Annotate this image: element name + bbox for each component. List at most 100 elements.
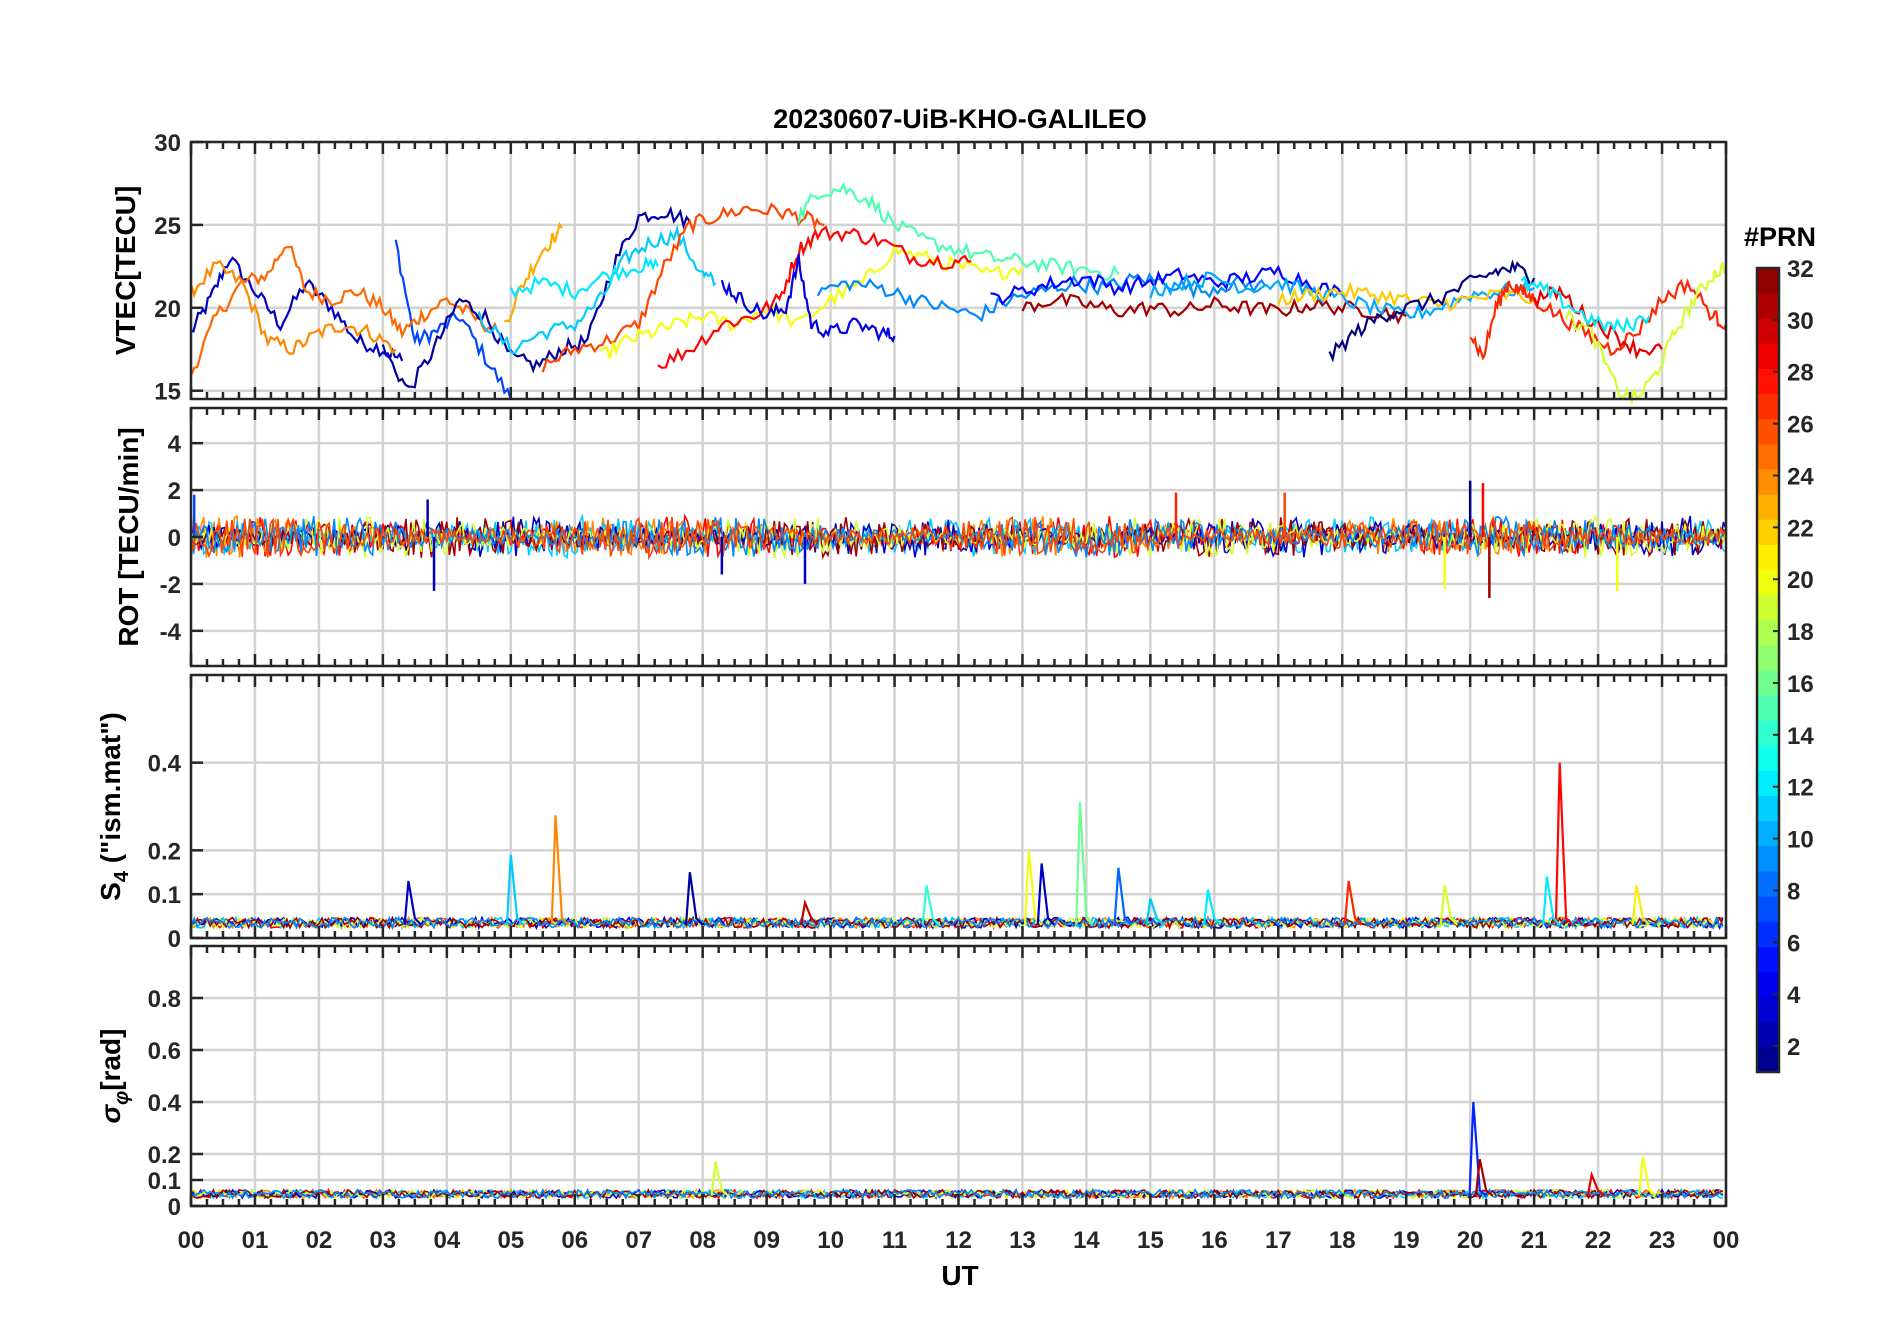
colorbar-tick-label: 12 (1787, 775, 1814, 802)
s4-spike (921, 885, 941, 926)
y-axis-label-subscript: 4 (111, 870, 133, 882)
colorbar-segment (1757, 519, 1779, 545)
x-tick-label: 10 (817, 1227, 844, 1254)
colorbar-tick-label: 14 (1787, 723, 1814, 750)
sigma_phi-spike (1468, 1101, 1487, 1197)
sigma_phi-spike (1474, 1158, 1494, 1197)
colorbar-tick-label: 28 (1787, 360, 1814, 387)
vtec-series-line (1021, 292, 1407, 325)
colorbar-segment (1757, 720, 1779, 746)
vtec-series-line (720, 254, 896, 344)
colorbar-segment (1757, 695, 1779, 721)
sigma_phi-spike (1586, 1170, 1606, 1197)
colorbar-tick-label: 18 (1787, 619, 1814, 646)
colorbar-tick-label: 6 (1787, 930, 1800, 957)
vtec-series-line (509, 255, 659, 301)
sigma_phi-spike (710, 1161, 729, 1197)
s4-spike (684, 872, 704, 926)
x-tick-label: 13 (1009, 1227, 1036, 1254)
colorbar-segment (1757, 845, 1779, 872)
colorbar-label: #PRN (1744, 222, 1816, 252)
rot-panel: 4 2 0 -2 -4 ROT [TECU/min] (113, 406, 1728, 668)
s4-spike (800, 899, 819, 926)
x-tick-label: 17 (1265, 1227, 1292, 1254)
vtec-series-line (1328, 259, 1536, 363)
x-axis-tick-labels: 00 01 02 03 04 05 06 07 08 09 10 11 12 13 14 15 16 17 18 19… (178, 1227, 1740, 1254)
vtec-series-line (381, 205, 691, 389)
colorbar-segment (1757, 368, 1779, 395)
vtec-series-line (599, 242, 1024, 359)
colorbar-segment (1757, 670, 1779, 696)
colorbar-segment (1757, 1021, 1779, 1048)
s4-spike (1145, 898, 1164, 926)
x-axis-label: UT (941, 1260, 978, 1291)
s4-spike (1554, 762, 1574, 926)
y-tick-label: 20 (154, 296, 181, 323)
s4-panel: 0 0.1 0.2 0.4 S4 ("ism.mat") (95, 673, 1728, 953)
y-tick-label: 0.1 (148, 1168, 181, 1195)
colorbar-segment (1757, 293, 1779, 319)
x-tick-label: 12 (945, 1227, 972, 1254)
x-tick-label: 06 (561, 1227, 588, 1254)
colorbar-tick-label: 10 (1787, 827, 1814, 854)
x-tick-label: 02 (306, 1227, 333, 1254)
colorbar-segment (1757, 1046, 1779, 1073)
vtec-series-line (1277, 281, 1535, 312)
vtec-series-line (189, 259, 397, 356)
colorbar-tick-label: 8 (1787, 878, 1800, 905)
vtec-series-line (797, 181, 1120, 281)
x-tick-label: 20 (1457, 1227, 1484, 1254)
vtec-series-line (477, 224, 717, 355)
y-axis-label: ROT [TECU/min] (113, 427, 144, 646)
s4-spike (1439, 885, 1459, 926)
colorbar-tick-label: 2 (1787, 1034, 1800, 1061)
colorbar-tick-label: 16 (1787, 671, 1814, 698)
y-tick-label: -2 (160, 572, 181, 599)
colorbar-segment (1757, 795, 1779, 822)
s4-spike (1203, 889, 1222, 926)
colorbar-tick-label: 32 (1787, 256, 1814, 283)
y-tick-label: 0 (168, 1194, 181, 1221)
colorbar-segment (1757, 644, 1779, 671)
x-tick-label: 16 (1201, 1227, 1228, 1254)
colorbar-tick-label: 4 (1787, 982, 1801, 1009)
rot-series-line (190, 515, 1726, 558)
colorbar-segment (1757, 443, 1779, 470)
colorbar-segment (1757, 469, 1779, 495)
y-axis-label: σφ[rad] (95, 1029, 133, 1124)
s4-spike (403, 880, 423, 926)
x-tick-label: 03 (370, 1227, 397, 1254)
vtec-series-line (190, 256, 404, 362)
colorbar-tick-label: 22 (1787, 515, 1814, 542)
colorbar-segment (1757, 996, 1779, 1023)
colorbar-segment (1757, 921, 1779, 947)
y-tick-label: 0 (168, 926, 181, 953)
y-tick-label: 25 (154, 213, 181, 240)
y-axis-label: VTEC[TECU] (110, 186, 141, 356)
x-tick-label: 15 (1137, 1227, 1164, 1254)
colorbar-segment (1757, 619, 1779, 646)
x-tick-label: 01 (242, 1227, 269, 1254)
y-tick-label: 0.6 (148, 1038, 181, 1065)
x-tick-label: 04 (433, 1227, 460, 1254)
s4-spike (505, 854, 525, 926)
s4-series-line (190, 915, 1723, 931)
y-tick-label: 0 (168, 525, 181, 552)
y-tick-label: 15 (154, 379, 181, 406)
x-tick-label: 09 (753, 1227, 780, 1254)
colorbar-tick-label: 30 (1787, 308, 1814, 335)
x-tick-label: 00 (178, 1227, 205, 1254)
y-tick-label: 0.1 (148, 882, 181, 909)
y-tick-label: 0.4 (148, 1090, 182, 1117)
s4-spike (1631, 885, 1651, 926)
x-tick-label: 22 (1585, 1227, 1612, 1254)
s4-spike (1343, 880, 1363, 926)
colorbar-segment (1757, 770, 1779, 797)
y-tick-label: 0.8 (148, 986, 181, 1013)
colorbar-segment (1757, 494, 1779, 520)
x-tick-label: 14 (1073, 1227, 1100, 1254)
colorbar-segment (1757, 820, 1779, 847)
s4-spike (1541, 876, 1561, 926)
vtec-series-line (1533, 284, 1663, 360)
